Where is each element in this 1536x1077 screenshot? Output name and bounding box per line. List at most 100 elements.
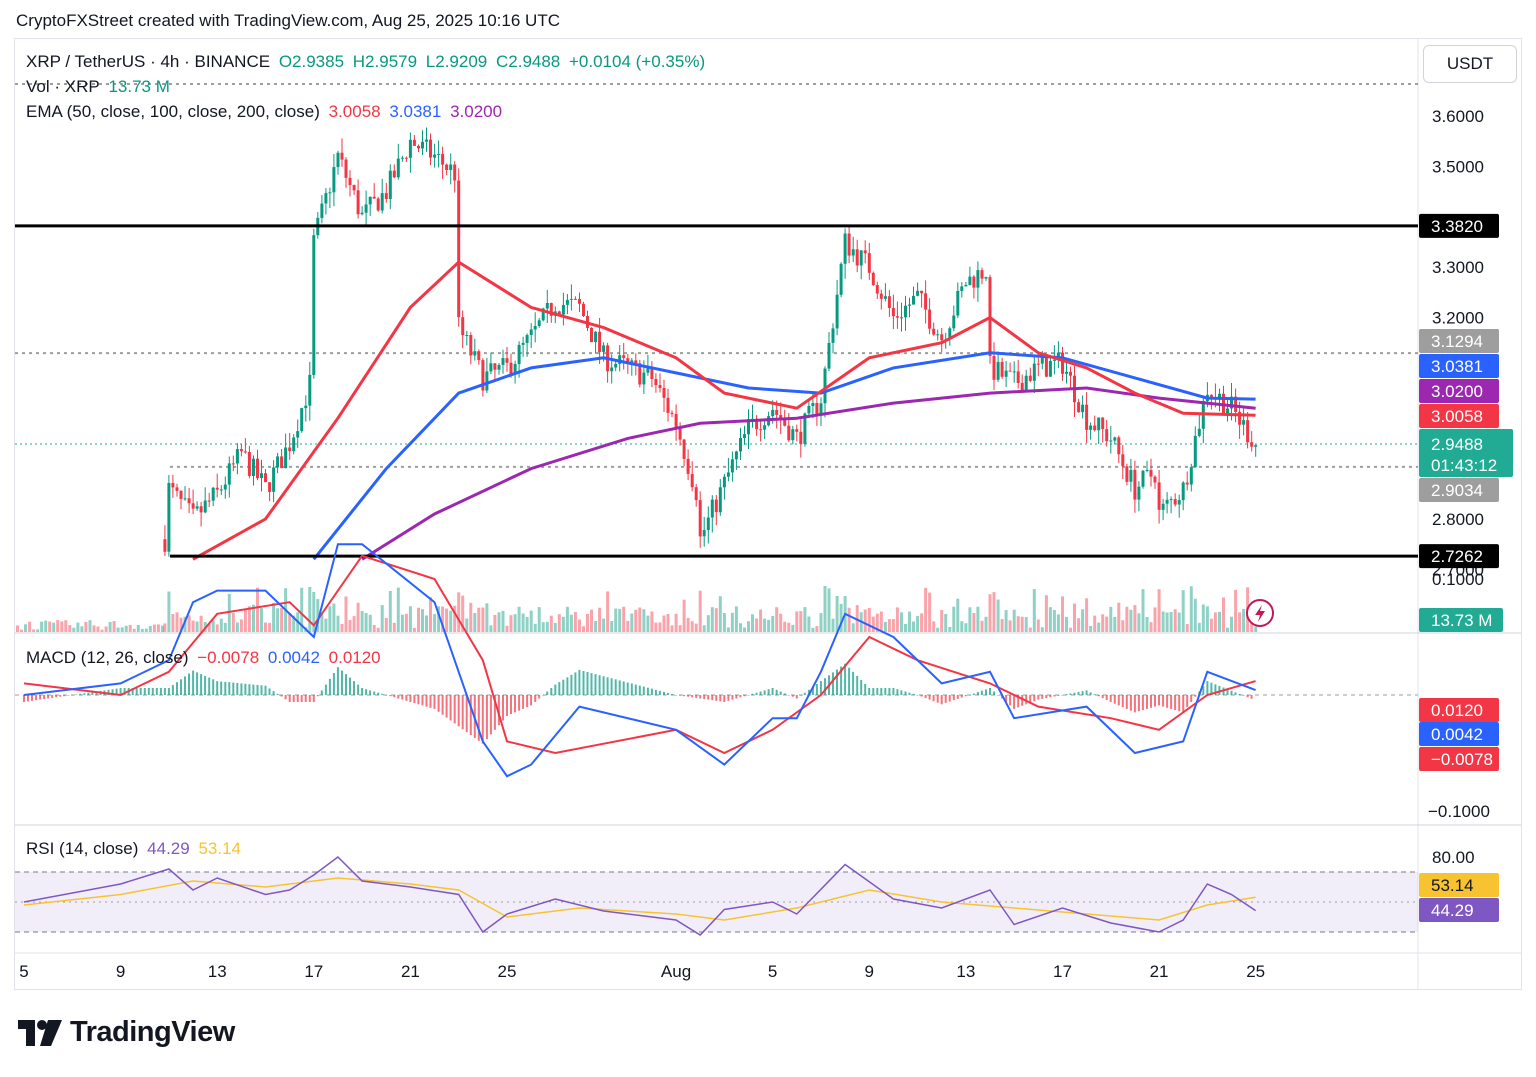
volume-bar: [1133, 605, 1137, 632]
volume-bar: [215, 624, 219, 632]
candle-body: [272, 467, 276, 492]
macd-histogram-bar: [896, 689, 899, 695]
volume-bar: [569, 614, 573, 632]
volume-bar: [312, 592, 316, 632]
candle-body: [831, 328, 835, 343]
ema50-line: [192, 260, 1256, 561]
candle-body: [614, 363, 618, 368]
candle-body: [936, 334, 940, 336]
candle-body: [1129, 469, 1133, 482]
volume-bar: [642, 609, 646, 632]
candle-body: [533, 326, 537, 330]
candle-body: [920, 290, 924, 294]
volume-bar: [1189, 586, 1193, 632]
volume-bar: [1234, 589, 1238, 632]
macd-histogram-bar: [622, 681, 625, 695]
candle-body: [734, 451, 738, 460]
candle-body: [268, 482, 272, 492]
macd-histogram-bar: [353, 681, 355, 695]
volume-bar: [425, 615, 428, 632]
candle-body: [457, 180, 461, 318]
volume-bar: [956, 598, 960, 632]
low-value: L2.9209: [425, 52, 488, 71]
macd-histogram-bar: [860, 679, 863, 695]
volume-bar: [904, 624, 907, 632]
candle-body: [517, 344, 521, 365]
volume-bar: [988, 594, 992, 632]
candle-body: [630, 360, 634, 364]
candle-body: [453, 164, 457, 181]
candle-body: [485, 371, 489, 391]
macd-histogram-bar: [139, 688, 142, 695]
macd-histogram-bar: [972, 693, 975, 695]
candle-body: [702, 530, 706, 537]
macd-histogram-bar: [437, 695, 440, 712]
ema-label[interactable]: EMA (50, close, 100, close, 200, close): [26, 102, 320, 121]
macd-histogram-bar: [739, 695, 742, 698]
volume-bar: [505, 625, 509, 632]
candle-body: [1113, 437, 1117, 441]
macd-histogram-bar: [630, 683, 633, 695]
candle-body: [1169, 499, 1173, 501]
candle-body: [1165, 499, 1169, 504]
volume-bar: [72, 627, 76, 632]
candle-body: [187, 498, 191, 504]
macd-histogram-bar: [876, 688, 879, 695]
candle-body: [650, 367, 654, 379]
macd-label[interactable]: MACD (12, 26, close): [26, 648, 189, 667]
candle-body: [787, 425, 791, 441]
macd-histogram-bar: [566, 677, 569, 695]
volume-bar: [1016, 616, 1020, 632]
volume-label[interactable]: Vol · XRP: [26, 77, 100, 96]
volume-bar: [1197, 622, 1201, 632]
candle-body: [1061, 352, 1064, 374]
macd-histogram-bar: [530, 695, 533, 706]
volume-bar: [638, 607, 642, 632]
candle-body: [1242, 420, 1246, 425]
macd-histogram-bar: [43, 695, 46, 700]
candle-body: [569, 298, 573, 300]
candle-body: [376, 198, 380, 211]
volume-bar: [618, 608, 622, 632]
volume-bar: [485, 603, 489, 632]
macd-histogram-bar: [646, 687, 649, 695]
candle-body: [964, 285, 968, 287]
macd-histogram-bar: [997, 695, 999, 696]
volume-bar: [272, 602, 276, 632]
volume-bar: [839, 603, 843, 632]
candle-body: [417, 145, 420, 149]
macd-histogram-bar: [349, 677, 351, 695]
volume-bar: [972, 613, 976, 632]
macd-histogram-bar: [1158, 695, 1160, 706]
volume-bar: [340, 623, 344, 632]
tradingview-logo[interactable]: TradingView: [18, 1016, 235, 1049]
symbol-label[interactable]: XRP / TetherUS · 4h · BINANCE: [26, 52, 271, 71]
volume-bar: [1181, 590, 1185, 632]
rsi-label[interactable]: RSI (14, close): [26, 839, 139, 858]
volume-bar: [156, 624, 160, 632]
candle-body: [634, 360, 638, 364]
candle-body: [666, 397, 670, 413]
macd-histogram-bar: [409, 695, 412, 702]
macd-histogram-bar: [538, 695, 541, 699]
candle-body: [497, 364, 501, 370]
macd-histogram-bar: [489, 695, 492, 735]
candle-body: [1117, 437, 1121, 455]
time-tick-label: 13: [208, 962, 227, 981]
volume-bar: [1209, 618, 1213, 632]
candle-body: [674, 414, 678, 428]
time-tick-label: 13: [956, 962, 975, 981]
candle-body: [1069, 371, 1072, 376]
ema-lines: [192, 260, 1256, 561]
volume-bar: [195, 621, 199, 632]
candle-body: [1081, 404, 1085, 413]
macd-histogram-bar: [683, 695, 686, 697]
macd-histogram-bar: [304, 695, 307, 702]
currency-unit-button[interactable]: USDT: [1423, 45, 1517, 83]
candle-body: [1020, 382, 1024, 391]
volume-bar: [883, 621, 887, 632]
volume-bar: [437, 606, 441, 632]
macd-histogram-bar: [759, 691, 762, 695]
lightning-icon[interactable]: [1246, 599, 1274, 627]
